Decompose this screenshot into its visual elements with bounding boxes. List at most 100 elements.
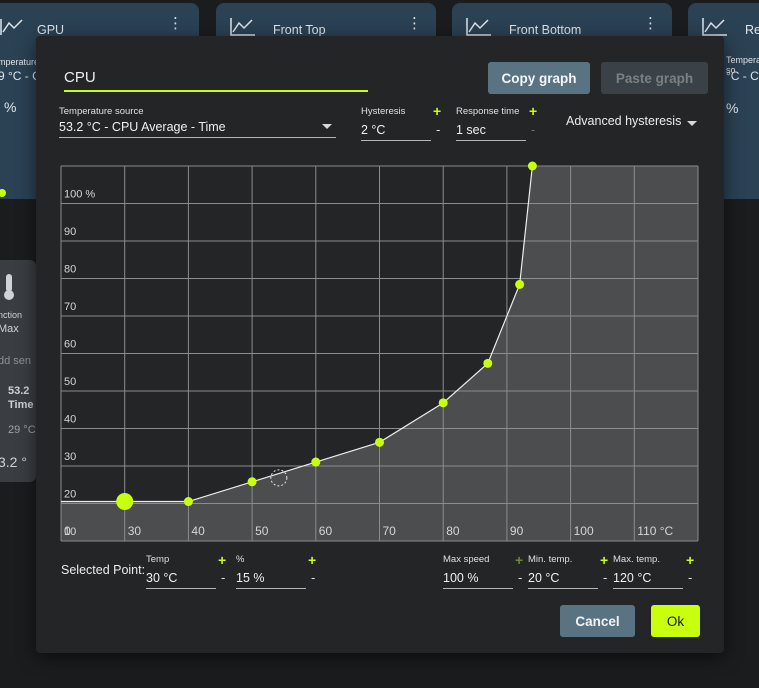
- side-big-temp: 3.2 °: [0, 454, 27, 470]
- y-tick-label: 60: [64, 339, 76, 351]
- y-tick-label: 100 %: [64, 189, 95, 201]
- curve-area: [61, 166, 698, 541]
- card-title: Front Bottom: [509, 23, 582, 37]
- more-icon[interactable]: ⋮: [643, 15, 658, 32]
- y-tick-label: 50: [64, 376, 76, 388]
- chevron-down-icon: [322, 124, 332, 129]
- y-tick-label: 20: [64, 489, 76, 501]
- cancel-button[interactable]: Cancel: [560, 605, 635, 637]
- chevron-down-icon: [687, 121, 697, 126]
- max-speed-label: Max speed: [443, 554, 490, 565]
- card-sublabel: mperature: [0, 57, 40, 67]
- x-tick-label: 110 °C: [637, 524, 673, 538]
- card-title: Front Top: [273, 23, 326, 37]
- response-time-input[interactable]: 1 sec: [456, 119, 526, 141]
- min-temp-label: Min. temp.: [528, 554, 573, 565]
- y-tick-label: 70: [64, 301, 76, 313]
- min-temp-plus-button[interactable]: +: [600, 552, 609, 568]
- curve-point[interactable]: [483, 358, 493, 368]
- cpu-sensor-card[interactable]: nction Max dd sen 53.2 Time 29 °C 3.2 °: [0, 260, 36, 482]
- curve-point[interactable]: [247, 477, 257, 487]
- card-sublabel: Temperature so: [726, 55, 759, 75]
- chart-icon: [0, 19, 23, 35]
- copy-graph-button[interactable]: Copy graph: [488, 62, 590, 94]
- temperature-source-label: Temperature source: [59, 106, 144, 117]
- temperature-source-select[interactable]: 53.2 °C - CPU Average - Time: [59, 116, 336, 138]
- temperature-source-value: 53.2 °C - CPU Average - Time: [59, 120, 226, 134]
- x-tick-label: 0: [64, 524, 71, 538]
- card-subvalue: 9 °C - C: [0, 69, 41, 83]
- temp-label: Temp: [146, 554, 170, 565]
- min-temp-input[interactable]: 20 °C: [528, 567, 598, 589]
- ok-button[interactable]: Ok: [651, 605, 700, 637]
- curve-point[interactable]: [438, 398, 448, 408]
- max-speed-minus-button[interactable]: -: [518, 570, 523, 585]
- y-tick-label: 40: [64, 414, 76, 426]
- hysteresis-input[interactable]: 2 °C: [361, 119, 431, 141]
- curve-point[interactable]: [375, 437, 384, 447]
- y-tick-label: 30: [64, 451, 76, 463]
- temp-input[interactable]: 30 °C: [146, 567, 216, 589]
- max-speed-plus-button[interactable]: +: [515, 552, 524, 568]
- x-tick-label: 80: [446, 524, 460, 538]
- temp-minus-button[interactable]: -: [221, 570, 226, 585]
- temp-plus-button[interactable]: +: [218, 552, 227, 568]
- curve-point[interactable]: [527, 161, 537, 171]
- side-time: Time: [8, 399, 34, 411]
- paste-graph-button[interactable]: Paste graph: [601, 62, 708, 94]
- chart-icon: [466, 18, 491, 36]
- y-tick-label: 90: [64, 226, 76, 238]
- curve-point[interactable]: [183, 497, 193, 507]
- max-temp-plus-button[interactable]: +: [686, 552, 695, 568]
- cursor-indicator: [270, 469, 288, 487]
- card-pct: %: [726, 100, 739, 116]
- curve-line: [61, 165, 533, 503]
- x-tick-label: 50: [255, 524, 269, 538]
- x-tick-label: 70: [383, 524, 397, 538]
- card-title: GPU: [37, 23, 65, 37]
- hysteresis-minus-button[interactable]: -: [436, 122, 441, 137]
- max-temp-minus-button[interactable]: -: [688, 570, 693, 585]
- more-icon[interactable]: ⋮: [407, 15, 422, 32]
- x-tick-label: 60: [319, 524, 333, 538]
- response-time-minus-button[interactable]: -: [531, 122, 536, 137]
- thermometer-icon: [4, 274, 14, 300]
- max-speed-input[interactable]: 100 %: [443, 567, 513, 589]
- more-icon[interactable]: ⋮: [168, 15, 183, 32]
- max-temp-label: Max. temp.: [613, 554, 660, 565]
- card-dot: [0, 189, 6, 197]
- pct-plus-button[interactable]: +: [308, 552, 317, 568]
- advanced-hysteresis-label: Advanced hysteresis: [566, 114, 682, 128]
- y-tick-label: 10: [64, 526, 76, 538]
- pct-input[interactable]: 15 %: [236, 567, 306, 589]
- hysteresis-plus-button[interactable]: +: [433, 103, 442, 119]
- pct-label: %: [236, 554, 245, 565]
- x-tick-label: 30: [128, 524, 142, 538]
- side-value: Max: [0, 323, 19, 335]
- selected-point-label: Selected Point:: [61, 563, 146, 577]
- card-subvalue: °C - CP: [726, 69, 759, 83]
- pct-minus-button[interactable]: -: [311, 570, 316, 585]
- max-temp-input[interactable]: 120 °C: [613, 567, 683, 589]
- x-tick-label: 90: [510, 524, 524, 538]
- x-tick-label: 40: [191, 524, 205, 538]
- y-tick-label: 80: [64, 264, 76, 276]
- card-title: Re: [745, 23, 759, 37]
- chart-icon: [230, 18, 255, 36]
- side-temp: 53.2: [8, 385, 30, 397]
- graph-dialog: CPU Copy graph Paste graph Temperature s…: [36, 36, 724, 653]
- min-temp-minus-button[interactable]: -: [603, 570, 608, 585]
- curve-point[interactable]: [515, 279, 525, 289]
- advanced-hysteresis-dropdown[interactable]: Advanced hysteresis: [566, 114, 681, 128]
- side-min: 29 °C: [8, 424, 36, 436]
- selected-curve-point[interactable]: [116, 493, 134, 511]
- curve-point[interactable]: [311, 457, 321, 467]
- graph-name-input[interactable]: CPU: [64, 66, 368, 92]
- fan-curve-chart[interactable]: 0 30 40 50 60 70 80 90 100 110 °C 10 20 30 40 50 60 70 80…: [36, 36, 724, 566]
- side-add-sensor[interactable]: dd sen: [0, 355, 32, 367]
- hysteresis-label: Hysteresis: [361, 106, 406, 117]
- response-time-plus-button[interactable]: +: [529, 103, 538, 119]
- side-label: nction: [0, 310, 23, 320]
- x-tick-label: 100: [574, 524, 594, 538]
- response-time-label: Response time: [456, 106, 520, 117]
